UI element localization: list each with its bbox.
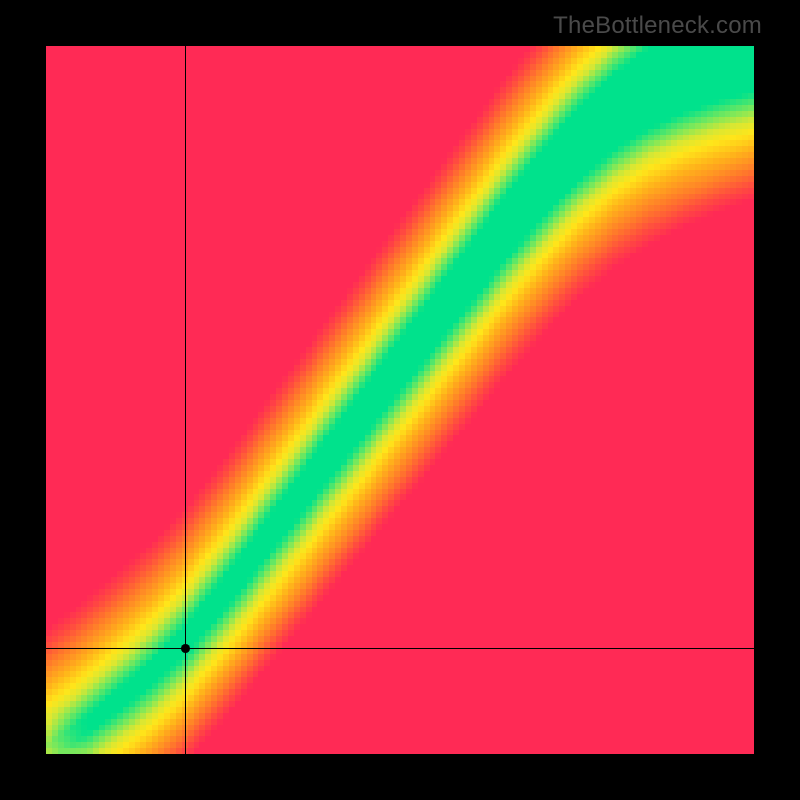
heatmap-canvas (46, 46, 754, 754)
bottleneck-heatmap (46, 46, 754, 754)
watermark-text: TheBottleneck.com (553, 12, 762, 40)
